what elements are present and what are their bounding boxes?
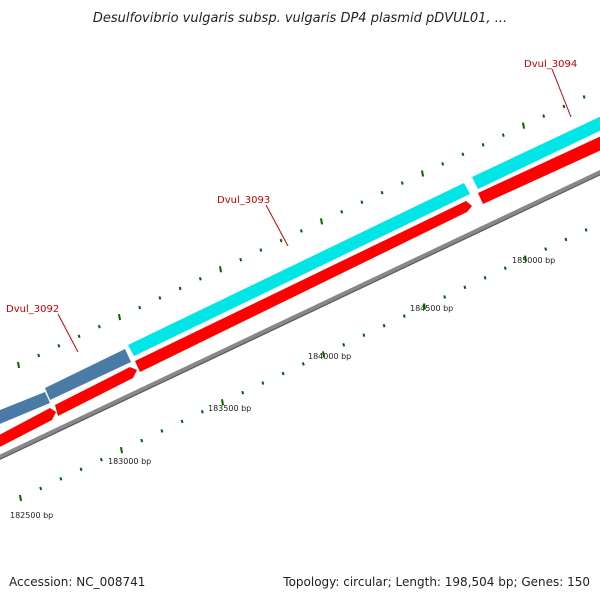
minor-tick — [400, 181, 404, 185]
minor-tick — [261, 381, 265, 385]
minor-tick — [57, 344, 61, 348]
minor-tick — [544, 247, 548, 251]
minor-tick — [299, 229, 303, 233]
minor-tick — [380, 190, 384, 195]
minor-tick — [37, 353, 41, 358]
major-tick — [17, 361, 20, 369]
major-tick — [19, 494, 22, 502]
gene-block-dvul-3094[interactable] — [472, 112, 600, 189]
minor-tick — [501, 133, 505, 138]
minor-tick — [584, 228, 588, 232]
leader-dvul-3092 — [57, 313, 79, 353]
major-tick — [423, 303, 426, 310]
minor-tick — [382, 323, 386, 328]
gene-block-dvul-3092a[interactable] — [0, 392, 50, 428]
minor-tick — [59, 477, 63, 481]
minor-tick — [340, 209, 344, 214]
minor-tick — [77, 334, 81, 339]
minor-tick — [99, 457, 103, 462]
scale-label: 185000 bp — [512, 256, 555, 265]
gene-block-dvul-3092[interactable] — [45, 349, 131, 400]
minor-tick — [281, 371, 285, 376]
gene-label-dvul-3092[interactable]: Dvul_3092 — [6, 304, 59, 315]
minor-tick — [481, 142, 485, 147]
cds-arrow[interactable] — [0, 408, 56, 452]
map-title: Desulfovibrio vulgaris subsp. vulgaris D… — [93, 11, 507, 26]
upper-tick-marks — [17, 95, 586, 369]
scale-label: 183000 bp — [108, 457, 151, 466]
minor-tick — [463, 285, 467, 290]
gene-label-dvul-3093[interactable]: Dvul_3093 — [217, 195, 270, 206]
minor-tick — [461, 152, 465, 157]
accession-text: Accession: NC_008741 — [9, 575, 146, 589]
minor-tick — [259, 248, 263, 252]
minor-tick — [158, 296, 162, 300]
minor-tick — [441, 162, 445, 166]
minor-tick — [178, 286, 182, 291]
minor-tick — [503, 266, 507, 271]
minor-tick — [342, 342, 346, 347]
minor-tick — [39, 486, 43, 491]
major-tick — [522, 122, 525, 129]
genome-summary-text: Topology: circular; Length: 198,504 bp; … — [283, 575, 590, 589]
minor-tick — [180, 419, 184, 424]
minor-tick — [564, 237, 568, 242]
minor-tick — [360, 200, 364, 205]
minor-tick — [79, 467, 83, 472]
cds-track — [0, 132, 600, 452]
scale-label: 184000 bp — [308, 352, 351, 361]
major-tick — [221, 399, 224, 406]
minor-tick — [140, 438, 144, 443]
major-tick — [421, 170, 424, 177]
minor-tick — [582, 95, 586, 99]
lower-tick-marks — [19, 228, 588, 502]
scale-label: 182500 bp — [10, 511, 53, 520]
major-tick — [320, 218, 323, 225]
scale-label: 183500 bp — [208, 404, 251, 413]
major-tick — [322, 351, 325, 358]
major-tick — [120, 446, 123, 454]
leader-dvul-3093 — [265, 204, 289, 247]
minor-tick — [542, 114, 546, 118]
backbone-line — [0, 169, 600, 461]
minor-tick — [241, 390, 245, 395]
minor-tick — [402, 314, 406, 318]
minor-tick — [443, 295, 447, 299]
gene-block-dvul-3093[interactable] — [128, 183, 470, 356]
cds-arrow[interactable] — [135, 201, 472, 372]
gene-label-dvul-3094[interactable]: Dvul_3094 — [524, 59, 577, 70]
minor-tick — [160, 429, 164, 433]
minor-tick — [97, 324, 101, 329]
minor-tick — [301, 362, 305, 366]
gene-track — [0, 112, 600, 428]
minor-tick — [483, 275, 487, 280]
scale-label: 184500 bp — [410, 304, 453, 313]
backbone-shadow — [0, 174, 600, 460]
major-tick — [219, 266, 222, 273]
cds-arrow[interactable] — [55, 367, 137, 416]
minor-tick — [198, 277, 202, 281]
minor-tick — [562, 104, 566, 109]
minor-tick — [239, 257, 243, 262]
cds-arrow[interactable] — [478, 132, 600, 204]
leader-dvul-3094 — [551, 68, 572, 118]
major-tick — [524, 255, 527, 262]
minor-tick — [279, 238, 283, 243]
major-tick — [118, 313, 121, 321]
minor-tick — [362, 333, 366, 338]
minor-tick — [138, 305, 142, 310]
minor-tick — [200, 410, 204, 414]
